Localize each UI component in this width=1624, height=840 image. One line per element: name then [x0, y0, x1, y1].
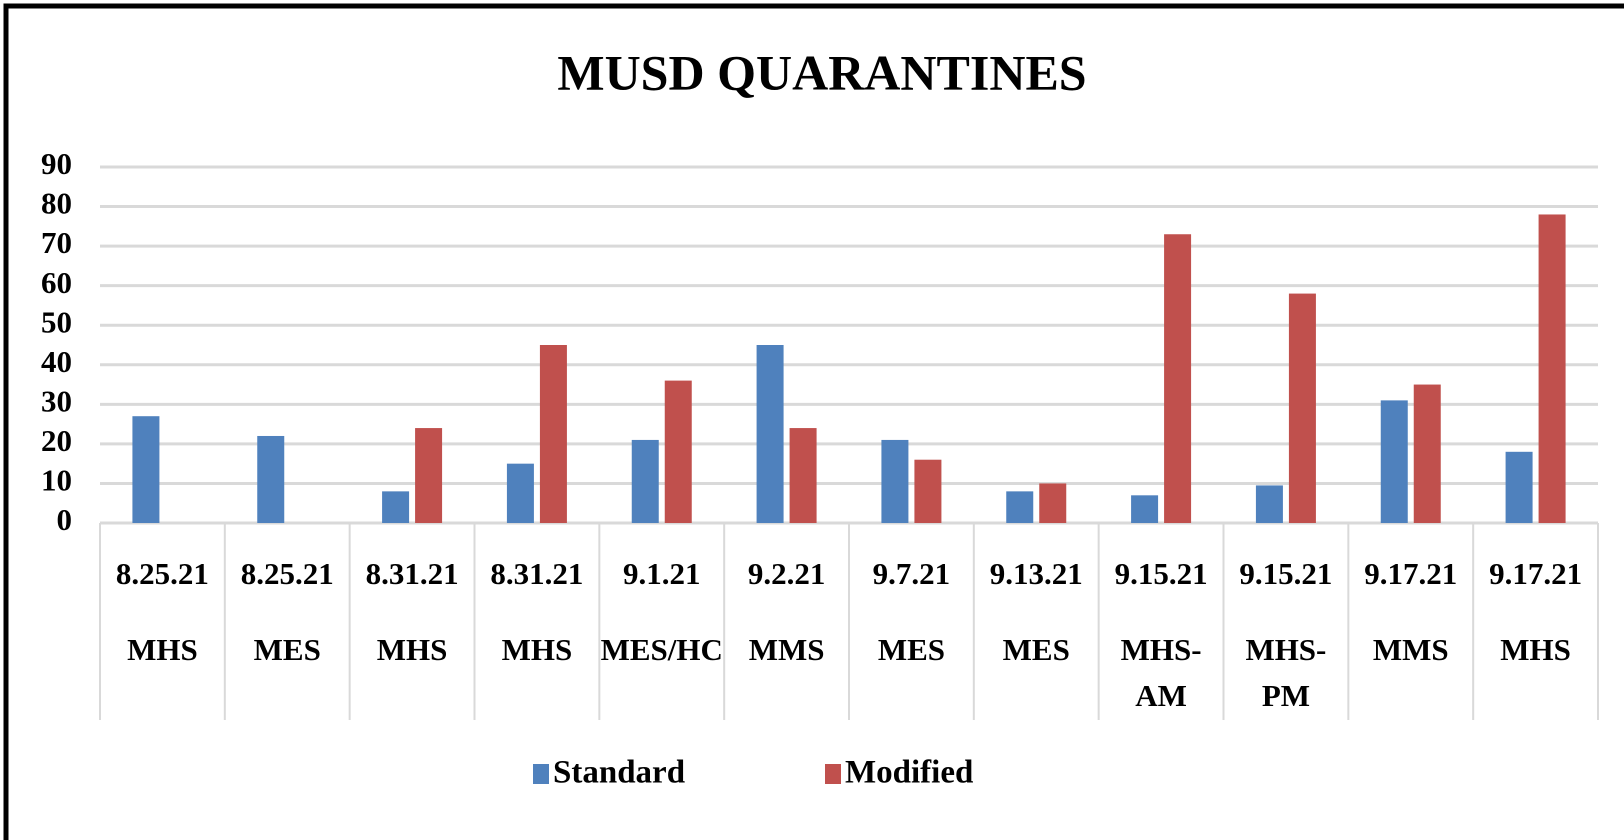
- bar: [789, 428, 817, 523]
- y-tick-label: 70: [41, 225, 72, 260]
- x-tick-label: MHS: [127, 632, 198, 667]
- x-tick-label: MHS: [502, 632, 573, 667]
- x-tick-label: 9.7.21: [873, 556, 951, 591]
- bar: [1380, 400, 1408, 523]
- bar: [1006, 491, 1034, 523]
- bar: [664, 380, 692, 523]
- y-tick-label: 20: [41, 423, 72, 458]
- x-tick-label: MMS: [1373, 632, 1449, 667]
- y-tick-label: 90: [41, 146, 72, 181]
- x-tick-label: 9.13.21: [990, 556, 1083, 591]
- bar: [1164, 234, 1192, 523]
- x-tick-label: 9.17.21: [1489, 556, 1582, 591]
- legend-swatch: [533, 764, 549, 784]
- x-tick-label: AM: [1135, 678, 1187, 713]
- bar: [1131, 495, 1159, 523]
- y-tick-label: 10: [41, 463, 72, 498]
- bar: [1505, 451, 1533, 523]
- bar: [1255, 485, 1283, 523]
- x-tick-label: MHS: [1500, 632, 1571, 667]
- legend-label: Standard: [553, 755, 685, 791]
- bar: [1288, 293, 1316, 523]
- bar: [1039, 483, 1067, 523]
- y-tick-label: 0: [57, 502, 73, 537]
- x-tick-label: 9.15.21: [1239, 556, 1332, 591]
- bar: [1538, 214, 1566, 523]
- y-tick-label: 60: [41, 265, 72, 300]
- x-tick-label: 8.25.21: [241, 556, 334, 591]
- x-tick-label: 9.1.21: [623, 556, 701, 591]
- bar: [631, 439, 659, 523]
- x-tick-label: MES: [254, 632, 321, 667]
- x-tick-label: 8.31.21: [366, 556, 459, 591]
- bar: [257, 435, 285, 523]
- bar: [506, 463, 534, 523]
- bar: [539, 345, 567, 523]
- x-tick-label: PM: [1262, 678, 1310, 713]
- y-tick-label: 30: [41, 383, 72, 418]
- y-tick-label: 50: [41, 304, 72, 339]
- x-tick-label: 9.17.21: [1364, 556, 1457, 591]
- x-tick-label: MHS-: [1121, 632, 1202, 667]
- x-tick-label: MES: [878, 632, 945, 667]
- x-tick-label: 9.15.21: [1115, 556, 1208, 591]
- y-tick-label: 40: [41, 344, 72, 379]
- chart-title: MUSD QUARANTINES: [557, 44, 1086, 100]
- x-tick-label: 8.25.21: [116, 556, 209, 591]
- bar: [415, 428, 443, 523]
- x-tick-label: MHS: [377, 632, 448, 667]
- bar: [382, 491, 410, 523]
- x-tick-label: MES/HC: [601, 632, 723, 667]
- y-tick-label: 80: [41, 186, 72, 221]
- bar: [881, 439, 909, 523]
- x-tick-label: MES: [1003, 632, 1070, 667]
- legend-swatch: [825, 764, 841, 784]
- bar: [756, 345, 784, 523]
- bar: [132, 416, 160, 523]
- bar: [914, 459, 942, 523]
- x-tick-label: 9.2.21: [748, 556, 826, 591]
- bar: [1413, 384, 1441, 523]
- legend-label: Modified: [845, 755, 973, 791]
- x-tick-label: MMS: [749, 632, 825, 667]
- x-tick-label: 8.31.21: [490, 556, 583, 591]
- x-tick-label: MHS-: [1245, 632, 1326, 667]
- chart-border: [3, 3, 1624, 840]
